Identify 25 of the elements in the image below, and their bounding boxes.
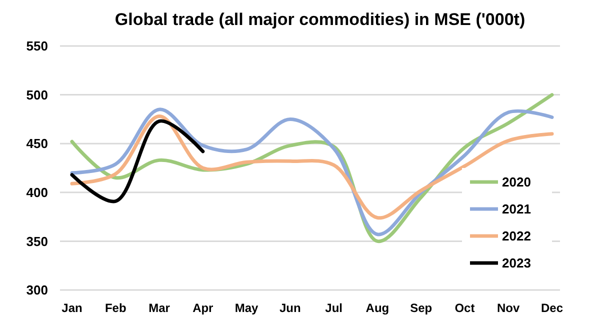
x-tick-label: Oct: [454, 301, 475, 315]
x-tick-label: Aug: [366, 301, 390, 315]
x-tick-label: Nov: [497, 301, 520, 315]
x-tick-label: Jun: [280, 301, 301, 315]
y-tick-label: 450: [26, 136, 48, 152]
line-series: [70, 119, 205, 204]
x-tick-label: Feb: [104, 301, 126, 315]
x-tick-label: Jan: [62, 301, 82, 315]
y-tick-label: 350: [26, 234, 48, 249]
y-tick-label: 400: [26, 184, 48, 200]
x-tick-label: Apr: [192, 301, 214, 315]
y-tick-label: 500: [26, 87, 48, 102]
x-tick-label: Sep: [410, 301, 432, 315]
legend-label: 2023: [502, 256, 531, 271]
x-tick-label: May: [234, 301, 259, 315]
legend-label: 2020: [502, 174, 531, 190]
legend-label: 2022: [502, 228, 531, 244]
x-tick-label: Jul: [325, 301, 342, 315]
line-series: [70, 114, 554, 220]
chart-title: Global trade (all major commodities) in MSE ('000t): [114, 10, 526, 29]
y-tick-label: 550: [26, 38, 48, 54]
legend-label: 2021: [502, 202, 531, 217]
x-tick-label: Mar: [148, 301, 170, 315]
y-tick-label: 300: [26, 282, 48, 298]
x-tick-label: Dec: [540, 301, 564, 315]
